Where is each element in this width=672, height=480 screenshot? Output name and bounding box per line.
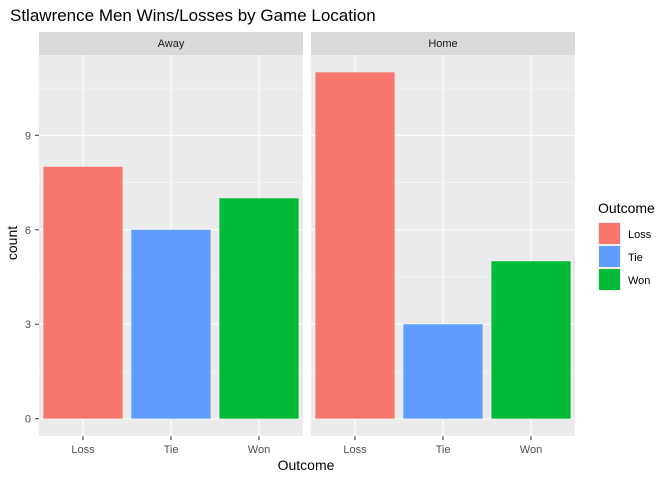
y-axis-title: count bbox=[4, 226, 20, 260]
x-tick-label: Loss bbox=[343, 444, 367, 456]
y-tick-label: 6 bbox=[25, 225, 31, 237]
legend-label: Tie bbox=[628, 252, 643, 264]
bar-away-tie bbox=[131, 229, 211, 419]
chart-title: Stlawrence Men Wins/Losses by Game Locat… bbox=[10, 6, 376, 25]
legend-label: Loss bbox=[628, 229, 652, 241]
facet-panel-away: Away Loss Tie Won bbox=[39, 32, 303, 456]
facet-strip-label: Away bbox=[158, 38, 185, 50]
bar-away-won bbox=[219, 198, 299, 419]
x-tick-label: Loss bbox=[71, 444, 95, 456]
legend-swatch-loss bbox=[599, 223, 620, 244]
x-tick-label: Tie bbox=[436, 444, 451, 456]
x-tick-label: Won bbox=[520, 444, 542, 456]
y-tick-label: 9 bbox=[25, 130, 31, 142]
bar-home-loss bbox=[315, 72, 395, 419]
facet-strip bbox=[39, 32, 303, 55]
legend-title: Outcome bbox=[598, 200, 655, 216]
legend-swatch-tie bbox=[599, 246, 620, 267]
facet-strip-label: Home bbox=[428, 38, 457, 50]
x-tick-label: Won bbox=[248, 444, 270, 456]
legend: Outcome Loss Tie Won bbox=[598, 200, 655, 291]
y-tick-label: 3 bbox=[25, 319, 31, 331]
bar-away-loss bbox=[43, 166, 123, 419]
facet-panel-home: Home Loss Tie Won bbox=[311, 32, 575, 456]
bar-home-tie bbox=[403, 324, 483, 419]
bar-home-won bbox=[491, 261, 571, 419]
x-axis-title: Outcome bbox=[278, 457, 335, 473]
facet-strip bbox=[311, 32, 575, 55]
legend-swatch-won bbox=[599, 269, 620, 290]
y-tick-label: 0 bbox=[25, 414, 31, 426]
legend-label: Won bbox=[628, 275, 650, 287]
facet-panels: 0 3 6 9 Away Loss Tie Won Home Loss Tie Won bbox=[25, 32, 575, 456]
x-tick-label: Tie bbox=[164, 444, 179, 456]
